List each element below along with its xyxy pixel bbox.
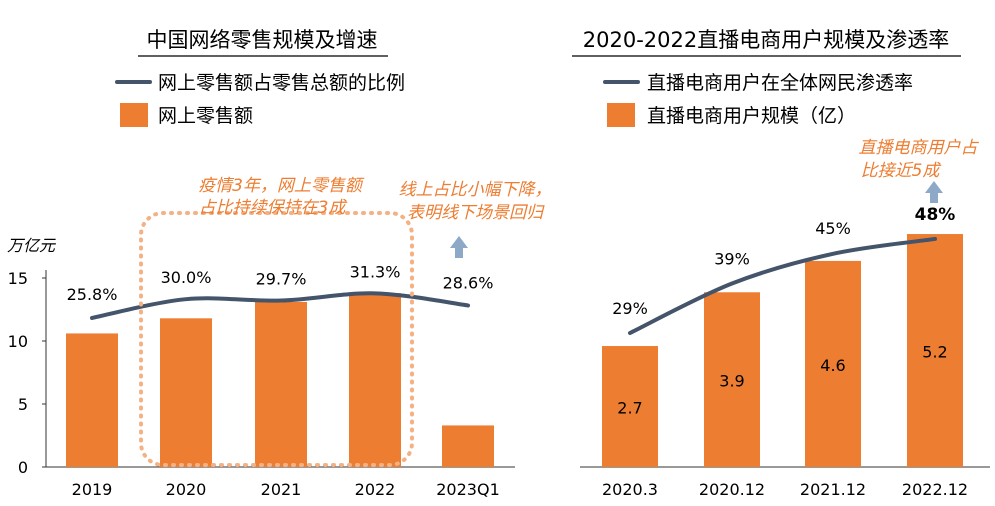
right-x-tick-label: 2022.12: [902, 480, 968, 499]
annotation-offline-line1: 线上占比小幅下降，: [399, 180, 552, 200]
left-y-tick-label: 5: [18, 395, 28, 414]
right-legend-bar-swatch: [607, 103, 635, 127]
right-bar: [602, 346, 658, 467]
left-legend: 网上零售额占零售总额的比例 网上零售额: [115, 72, 405, 127]
right-penetration-label: 39%: [714, 250, 750, 269]
right-chart: 2020-2022直播电商用户规模及渗透率 直播电商用户在全体网民渗透率 直播电…: [572, 28, 990, 499]
left-legend-bar-label: 网上零售额: [158, 105, 253, 127]
left-chart-title: 中国网络零售规模及增速: [147, 28, 378, 52]
left-x-tick-labels: 2019 2020 2021 2022 2023Q1: [72, 480, 500, 499]
right-penetration-labels: 29% 39% 45% 48%: [612, 205, 955, 318]
right-x-tick-label: 2020.12: [699, 480, 765, 499]
annotation-live-line2: 比接近5成: [861, 161, 943, 181]
left-legend-line-label: 网上零售额占零售总额的比例: [158, 72, 405, 94]
left-y-tick-marks: [42, 277, 46, 468]
right-legend-bar-label: 直播电商用户规模（亿）: [647, 105, 856, 127]
right-bar: [704, 292, 760, 467]
left-annotation-offline: 线上占比小幅下降， 表明线下场景回归: [399, 180, 552, 258]
left-ratio-labels: 25.8% 30.0% 29.7% 31.3% 28.6%: [67, 262, 494, 304]
up-arrow-icon: [450, 236, 468, 258]
right-chart-title: 2020-2022直播电商用户规模及渗透率: [583, 28, 949, 52]
right-penetration-line: [628, 236, 937, 335]
left-x-tick-label: 2021: [261, 480, 302, 499]
left-bar: [442, 425, 494, 467]
left-bar: [160, 318, 212, 467]
left-y-tick-label: 10: [8, 332, 28, 351]
left-bar: [66, 333, 118, 467]
right-bar-value-label: 4.6: [820, 356, 845, 375]
left-chart: 中国网络零售规模及增速 网上零售额占零售总额的比例 网上零售额 万亿元 0 5 10…: [7, 28, 552, 499]
right-bar-value-label: 2.7: [617, 399, 642, 418]
left-y-axis-label: 万亿元: [7, 236, 57, 255]
left-legend-bar-swatch: [120, 103, 148, 127]
right-bar-value-label: 5.2: [922, 343, 947, 362]
right-annotation: 直播电商用户占 比接近5成: [859, 138, 980, 203]
annotation-offline-line2: 表明线下场景回归: [407, 203, 545, 223]
annotation-live-line1: 直播电商用户占: [859, 138, 980, 158]
annotation-pandemic-line1: 疫情3年，网上零售额: [198, 176, 365, 196]
right-bars: [602, 234, 963, 467]
left-annotation-pandemic: 疫情3年，网上零售额 占比持续保持在3成: [198, 176, 365, 218]
left-x-tick-label: 2023Q1: [436, 480, 500, 499]
annotation-pandemic-line2: 占比持续保持在3成: [199, 198, 349, 218]
right-penetration-label: 45%: [815, 219, 851, 238]
left-y-tick-label: 15: [8, 269, 28, 288]
left-ratio-label: 30.0%: [161, 268, 212, 287]
right-penetration-label: 48%: [915, 205, 956, 225]
left-x-tick-label: 2020: [166, 480, 207, 499]
left-bar: [349, 293, 401, 467]
right-x-tick-label: 2021.12: [800, 480, 866, 499]
left-bars: [66, 293, 494, 467]
left-ratio-label: 28.6%: [443, 273, 494, 292]
left-x-tick-label: 2019: [72, 480, 113, 499]
left-x-tick-label: 2022: [355, 480, 396, 499]
left-bar: [255, 301, 307, 467]
left-ratio-label: 29.7%: [256, 270, 307, 289]
right-bar: [907, 234, 963, 467]
left-ratio-label: 25.8%: [67, 285, 118, 304]
right-x-tick-label: 2020.3: [602, 480, 658, 499]
up-arrow-icon: [925, 181, 943, 203]
right-bar-value-labels: 2.7 3.9 4.6 5.2: [617, 343, 947, 418]
right-bar-value-label: 3.9: [719, 372, 744, 391]
right-penetration-label: 29%: [612, 299, 648, 318]
left-y-tick-label: 0: [18, 458, 28, 477]
left-ratio-line: [90, 291, 470, 320]
right-bar: [805, 260, 861, 467]
right-legend: 直播电商用户在全体网民渗透率 直播电商用户规模（亿）: [603, 72, 913, 127]
left-highlight-box: [139, 211, 414, 467]
left-y-tick-labels: 0 5 10 15: [8, 269, 28, 477]
left-ratio-label: 31.3%: [350, 262, 401, 281]
right-legend-line-label: 直播电商用户在全体网民渗透率: [647, 72, 913, 94]
right-x-tick-labels: 2020.3 2020.12 2021.12 2022.12: [602, 480, 968, 499]
